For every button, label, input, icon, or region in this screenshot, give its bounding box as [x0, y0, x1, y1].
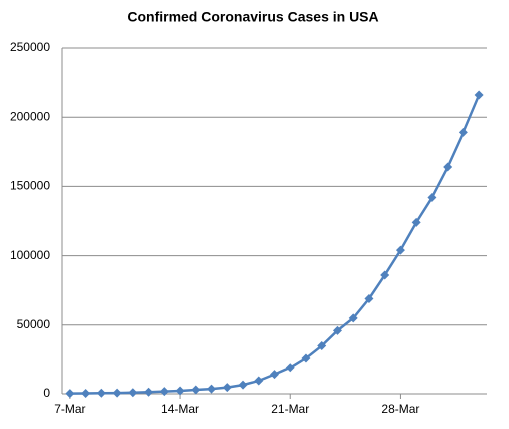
series-line	[69, 94, 481, 395]
data-point	[238, 380, 248, 390]
data-point	[175, 386, 185, 396]
data-point	[270, 370, 279, 380]
x-tick-label: 7-Mar	[54, 402, 85, 416]
data-point	[112, 388, 122, 398]
data-point	[301, 353, 311, 363]
data-point	[380, 270, 390, 280]
y-tick-label: 0	[43, 386, 50, 400]
y-tick-label: 200000	[10, 109, 50, 123]
data-point	[427, 192, 437, 202]
y-tick-label: 250000	[10, 40, 50, 54]
x-tick-label: 21-Mar	[271, 402, 309, 416]
data-point	[474, 90, 484, 100]
data-point	[128, 388, 138, 398]
chart-title: Confirmed Coronavirus Cases in USA	[127, 9, 378, 25]
data-point	[364, 294, 374, 304]
data-point	[207, 384, 217, 394]
data-point	[443, 162, 453, 172]
data-point	[96, 388, 106, 398]
data-point	[159, 387, 169, 397]
data-point	[348, 313, 358, 323]
data-point	[222, 383, 232, 393]
data-point	[254, 376, 264, 386]
data-point	[144, 387, 154, 397]
data-point	[395, 245, 405, 255]
data-point	[317, 341, 327, 351]
x-tick-label: 28-Mar	[381, 402, 419, 416]
y-tick-label: 50000	[17, 317, 51, 331]
data-point	[65, 389, 75, 399]
data-point	[285, 363, 295, 373]
data-point	[191, 385, 201, 395]
data-point	[81, 388, 91, 398]
data-point	[332, 325, 342, 335]
y-tick-label: 150000	[10, 179, 50, 193]
y-tick-label: 100000	[10, 248, 50, 262]
x-tick-label: 14-Mar	[161, 402, 199, 416]
data-point	[458, 127, 468, 137]
data-point	[411, 217, 421, 227]
